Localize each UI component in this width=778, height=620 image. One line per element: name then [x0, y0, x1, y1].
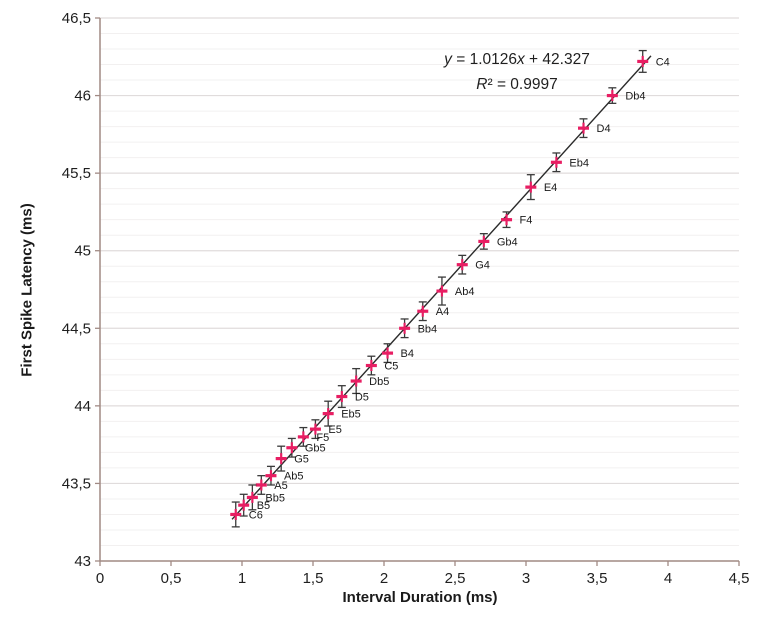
- x-axis-tick-label: 0: [96, 570, 104, 587]
- data-point-Gb4: Gb4: [478, 232, 518, 250]
- point-label: G4: [475, 260, 490, 272]
- data-point-G4: G4: [456, 254, 490, 275]
- r-squared-label: R² = 0.9997: [476, 76, 557, 93]
- point-label: E4: [544, 182, 557, 194]
- data-point-Ab4: Ab4: [436, 276, 475, 306]
- data-point-G5: G5: [275, 445, 309, 472]
- y-axis-tick-label: 43,5: [62, 475, 91, 492]
- data-point-C6: C6: [230, 501, 263, 528]
- point-label: Ab5: [284, 471, 304, 483]
- data-point-F4: F4: [501, 211, 533, 229]
- point-label: Db4: [625, 91, 645, 103]
- x-axis-tick-label: 2,5: [445, 570, 466, 587]
- data-point-Db4: Db4: [606, 87, 646, 104]
- data-point-E4: E4: [525, 174, 557, 201]
- y-axis-tick-label: 44: [74, 398, 91, 415]
- point-label: Eb4: [569, 157, 589, 169]
- data-point-D4: D4: [578, 118, 611, 139]
- data-point-Eb5: Eb5: [322, 400, 361, 427]
- data-point-Gb5: Gb5: [286, 437, 326, 458]
- y-axis-tick-label: 43: [74, 553, 91, 570]
- point-label: G5: [294, 454, 309, 466]
- x-axis-tick-label: 3,5: [587, 570, 608, 587]
- point-label: D4: [597, 123, 611, 135]
- point-label: B5: [257, 500, 270, 512]
- point-label: F4: [520, 215, 533, 227]
- point-label: Eb5: [341, 409, 361, 421]
- data-point-Ab5: Ab5: [265, 465, 304, 486]
- trendline-equation-label: y = 1.0126x + 42.327: [443, 51, 590, 68]
- point-label: Db5: [369, 376, 389, 388]
- point-label: Ab4: [455, 286, 475, 298]
- x-axis-tick-label: 1,5: [303, 570, 324, 587]
- data-point-Db5: Db5: [350, 367, 389, 395]
- point-label: A4: [436, 306, 449, 318]
- point-label: B4: [401, 348, 414, 360]
- x-axis-title: Interval Duration (ms): [342, 589, 498, 606]
- point-label: A5: [274, 480, 287, 492]
- x-axis-tick-label: 4,5: [729, 570, 750, 587]
- x-axis-tick-label: 0,5: [161, 570, 182, 587]
- x-axis-tick-label: 4: [664, 570, 672, 587]
- data-point-Bb5: Bb5: [246, 484, 285, 511]
- data-point-A4: A4: [417, 301, 449, 322]
- data-point-Bb4: Bb4: [399, 318, 438, 339]
- data-point-A5: A5: [255, 475, 288, 495]
- y-axis-tick-label: 45: [74, 243, 91, 260]
- y-axis-tick-label: 46,5: [62, 10, 91, 27]
- point-label: C4: [656, 56, 670, 68]
- point-label: E5: [328, 424, 341, 436]
- data-point-F5: F5: [297, 426, 329, 447]
- x-axis-tick-label: 1: [238, 570, 246, 587]
- y-axis-tick-label: 45,5: [62, 165, 91, 182]
- point-label: Gb5: [305, 443, 326, 455]
- y-axis-tick-label: 46: [74, 88, 91, 105]
- point-label: F5: [316, 432, 329, 444]
- data-point-C4: C4: [637, 49, 670, 73]
- point-label: C5: [384, 361, 398, 373]
- data-point-D5: D5: [336, 385, 369, 409]
- point-label: Gb4: [497, 236, 518, 248]
- data-point-E5: E5: [309, 419, 342, 440]
- x-axis-tick-label: 2: [380, 570, 388, 587]
- y-axis-tick-label: 44,5: [62, 320, 91, 337]
- point-label: C6: [249, 509, 263, 521]
- point-label: D5: [355, 392, 369, 404]
- x-axis-tick-label: 3: [522, 570, 530, 587]
- data-point-B5: B5: [238, 493, 270, 517]
- point-label: Bb4: [418, 323, 438, 335]
- data-point-B4: B4: [382, 343, 414, 364]
- data-point-Eb4: Eb4: [550, 152, 589, 173]
- point-label: Bb5: [265, 492, 285, 504]
- data-point-C5: C5: [365, 355, 398, 376]
